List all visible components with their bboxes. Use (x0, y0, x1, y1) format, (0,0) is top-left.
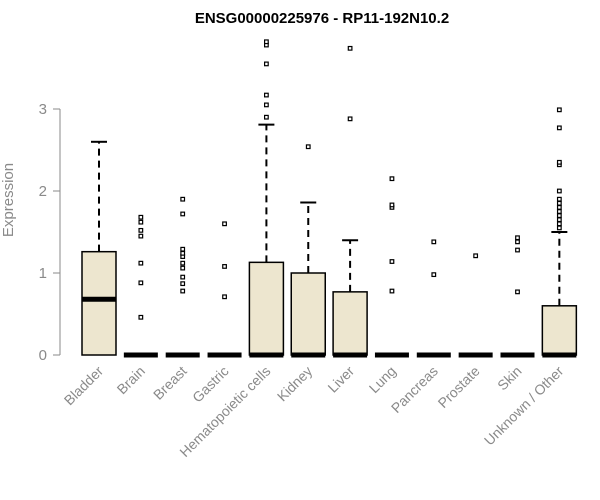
outlier-point (556, 209, 562, 214)
outlier-point (138, 214, 144, 220)
outlier-point (556, 200, 562, 206)
outlier-point (389, 176, 395, 182)
box-group (541, 107, 578, 358)
outlier-point (389, 202, 395, 208)
y-tick-label: 1 (39, 265, 47, 282)
x-category-label: Pancreas (388, 363, 441, 416)
outlier-point (556, 159, 562, 165)
x-category-label: Breast (150, 363, 190, 403)
box-group (165, 196, 200, 358)
outlier-point (264, 61, 269, 67)
outlier-point (180, 288, 186, 294)
box-group (332, 45, 368, 358)
box-group (500, 235, 535, 358)
box-group (290, 144, 326, 358)
outlier-point (556, 188, 562, 194)
outlier-point (431, 239, 437, 245)
x-category-label: Skin (494, 363, 525, 394)
outlier-point (138, 227, 144, 233)
outlier-point (138, 219, 144, 225)
outlier-point (556, 221, 562, 227)
outlier-point (180, 274, 186, 280)
outlier-point (556, 217, 562, 223)
box-group (374, 176, 409, 358)
outlier-point (431, 272, 437, 278)
outlier-point (515, 235, 520, 241)
outlier-point (556, 205, 562, 210)
x-category-label: Liver (324, 363, 357, 396)
x-category-label: Kidney (274, 363, 316, 405)
y-tick-label: 2 (39, 183, 47, 200)
outlier-point (389, 259, 395, 264)
box-iqr (332, 291, 368, 356)
box-group (207, 221, 242, 358)
outlier-point (222, 264, 227, 269)
plot-area (81, 39, 578, 358)
outlier-point (556, 125, 562, 131)
box-iqr (541, 305, 578, 356)
box-iqr (81, 250, 117, 356)
outlier-point (264, 92, 269, 98)
outlier-point (347, 45, 353, 51)
outlier-point (473, 253, 479, 259)
outlier-point (180, 250, 186, 256)
outlier-point (515, 247, 520, 253)
outlier-point (180, 265, 186, 271)
chart-title: ENSG00000225976 - RP11-192N10.2 (195, 10, 449, 27)
outlier-point (264, 39, 269, 45)
x-category-label: Bladder (61, 363, 107, 409)
outlier-point (347, 116, 353, 122)
outlier-point (556, 107, 562, 113)
outlier-point (515, 289, 520, 295)
x-category-label: Unknown / Other (481, 363, 567, 449)
y-tick-label: 3 (39, 101, 47, 118)
box-iqr (290, 272, 326, 356)
outlier-point (389, 288, 395, 294)
outlier-point (138, 280, 144, 286)
outlier-point (556, 225, 562, 231)
outlier-point (305, 144, 311, 150)
outlier-point (222, 294, 227, 300)
box-group (458, 253, 493, 358)
outlier-point (138, 233, 144, 239)
outlier-point (222, 221, 227, 227)
y-tick-label: 0 (39, 347, 47, 364)
box-iqr (248, 261, 285, 356)
outlier-point (180, 211, 186, 217)
outlier-point (180, 260, 186, 266)
outlier-point (180, 281, 186, 287)
x-category-label: Brain (114, 363, 148, 397)
x-category-label: Lung (366, 363, 399, 396)
outlier-point (264, 102, 269, 108)
box-group (416, 239, 451, 358)
outlier-point (556, 213, 562, 219)
outlier-point (138, 314, 144, 320)
outlier-point (180, 196, 186, 202)
box-group (248, 39, 285, 358)
outlier-point (264, 114, 269, 120)
y-axis: 0 1 2 3 (39, 101, 61, 364)
x-category-label: Prostate (435, 363, 483, 411)
box-group (123, 214, 158, 358)
outlier-point (515, 239, 520, 245)
outlier-point (180, 246, 186, 252)
outlier-point (556, 196, 562, 202)
box-group (81, 140, 117, 356)
outlier-point (138, 260, 144, 266)
y-axis-label: Expression (0, 163, 17, 237)
